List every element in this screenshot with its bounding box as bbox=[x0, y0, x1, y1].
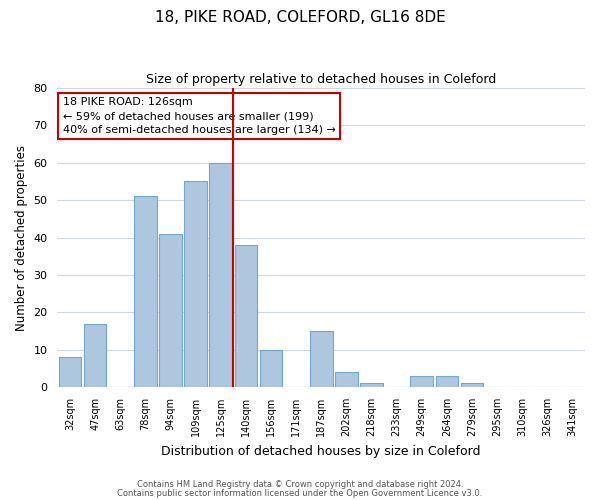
Bar bbox=[360, 384, 383, 387]
Bar bbox=[461, 384, 483, 387]
X-axis label: Distribution of detached houses by size in Coleford: Distribution of detached houses by size … bbox=[161, 444, 481, 458]
Y-axis label: Number of detached properties: Number of detached properties bbox=[15, 144, 28, 330]
Text: Contains public sector information licensed under the Open Government Licence v3: Contains public sector information licen… bbox=[118, 488, 482, 498]
Bar bbox=[209, 163, 232, 387]
Text: 18, PIKE ROAD, COLEFORD, GL16 8DE: 18, PIKE ROAD, COLEFORD, GL16 8DE bbox=[155, 10, 445, 25]
Text: 18 PIKE ROAD: 126sqm
← 59% of detached houses are smaller (199)
40% of semi-deta: 18 PIKE ROAD: 126sqm ← 59% of detached h… bbox=[62, 97, 335, 135]
Bar bbox=[260, 350, 282, 387]
Title: Size of property relative to detached houses in Coleford: Size of property relative to detached ho… bbox=[146, 72, 496, 86]
Bar bbox=[184, 182, 207, 387]
Bar bbox=[59, 357, 81, 387]
Bar bbox=[159, 234, 182, 387]
Bar bbox=[235, 245, 257, 387]
Bar bbox=[410, 376, 433, 387]
Bar bbox=[310, 331, 332, 387]
Bar bbox=[335, 372, 358, 387]
Bar bbox=[134, 196, 157, 387]
Bar bbox=[84, 324, 106, 387]
Bar bbox=[436, 376, 458, 387]
Text: Contains HM Land Registry data © Crown copyright and database right 2024.: Contains HM Land Registry data © Crown c… bbox=[137, 480, 463, 489]
